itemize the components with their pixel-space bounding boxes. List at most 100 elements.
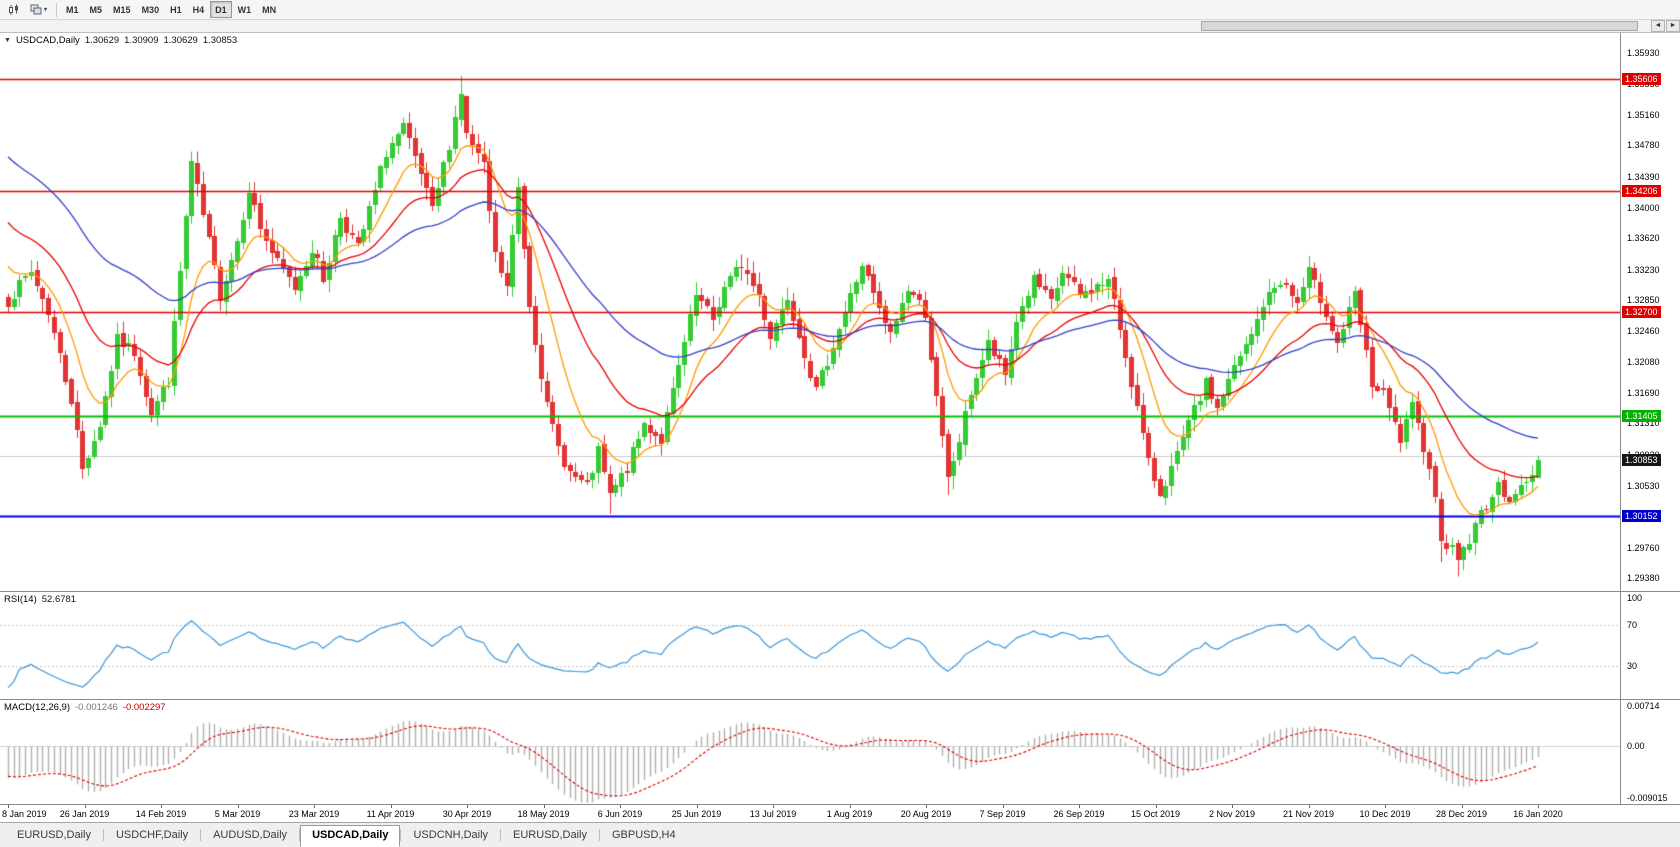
price-axis-tick: 1.32850 [1627, 294, 1660, 305]
chart-symbol: USDCAD,Daily [15, 35, 80, 46]
date-tick-mark [620, 805, 621, 808]
timeframe-mn[interactable]: MN [257, 1, 281, 18]
price-badge-resistance-1: 1.35606 [1622, 73, 1661, 86]
chart-tab-audusd-daily[interactable]: AUDUSD,Daily [213, 829, 288, 841]
date-tick-mark [1385, 805, 1386, 808]
scroll-left-icon[interactable]: ◄ [1651, 20, 1665, 32]
tab-separator [102, 829, 104, 841]
candlestick-glyph [9, 4, 18, 15]
date-axis-label: 5 Mar 2019 [214, 809, 261, 819]
ohlc-open: 1.30629 [84, 35, 120, 46]
tab-separator [200, 829, 202, 841]
date-tick-mark [238, 805, 239, 808]
price-axis-tick: 1.31690 [1627, 387, 1660, 398]
price-axis-tick: 1.34000 [1627, 202, 1660, 213]
price-axis-tick: 1.29760 [1627, 542, 1660, 553]
chart-tab-usdcad-daily[interactable]: USDCAD,Daily [300, 825, 401, 847]
date-axis-label: 11 Apr 2019 [366, 809, 415, 819]
date-tick-mark [467, 805, 468, 808]
timeframe-d1[interactable]: D1 [210, 1, 232, 18]
date-tick-mark [1462, 805, 1463, 808]
timeframe-m1[interactable]: M1 [61, 1, 84, 18]
timeframe-m30[interactable]: M30 [137, 1, 165, 18]
price-axis-tick: 1.29380 [1627, 573, 1660, 584]
price-axis-tick: 1.35930 [1627, 48, 1660, 59]
ohlc-high: 1.30909 [124, 35, 159, 46]
date-axis-label: 18 May 2019 [517, 809, 570, 819]
timeframe-h1[interactable]: H1 [165, 1, 187, 18]
macd-signal-value: -0.002297 [122, 702, 166, 713]
date-axis-label: 13 Jul 2019 [749, 809, 797, 819]
chart-tab-eurusd-daily[interactable]: EURUSD,Daily [513, 829, 587, 841]
dropdown-arrow-icon: ▾ [44, 7, 48, 13]
date-axis-label: 1 Aug 2019 [826, 809, 873, 819]
chart-tab-eurusd-daily[interactable]: EURUSD,Daily [17, 829, 91, 841]
date-tick-mark [1309, 805, 1310, 808]
timeframe-m15[interactable]: M15 [108, 1, 136, 18]
toolbar: ▾ M1 M5 M15 M30 H1 H4 D1 W1 MN [0, 0, 1680, 20]
macd-main-value: -0.001246 [75, 702, 118, 713]
date-axis-label: 20 Aug 2019 [900, 809, 952, 819]
symbol-dropdown-icon[interactable]: ▼ [4, 37, 11, 44]
date-tick-mark [1232, 805, 1233, 808]
macd-axis-tick: 0.00 [1627, 741, 1645, 752]
macd-canvas[interactable] [0, 700, 1620, 804]
price-axis-tick: 1.35160 [1627, 109, 1660, 120]
date-axis-label: 26 Sep 2019 [1053, 809, 1105, 819]
chart-candles-icon[interactable] [3, 1, 25, 18]
date-axis-label: 25 Jun 2019 [671, 809, 722, 819]
objects-layers-icon[interactable]: ▾ [25, 1, 52, 18]
price-axis-tick: 1.33230 [1627, 264, 1660, 275]
rsi-canvas[interactable] [0, 592, 1620, 699]
date-tick-mark [1003, 805, 1004, 808]
date-tick-mark [161, 805, 162, 808]
date-axis-label: 30 Apr 2019 [442, 809, 492, 819]
macd-pane: MACD(12,26,9) -0.001246 -0.002297 0.0071… [0, 699, 1680, 804]
timeframe-m5[interactable]: M5 [85, 1, 108, 18]
macd-axis-border [1620, 700, 1621, 804]
tab-separator [400, 829, 402, 841]
date-axis-label: 15 Oct 2019 [1130, 809, 1181, 819]
price-badge-resistance-3: 1.32700 [1622, 306, 1661, 318]
date-axis-label: 23 Mar 2019 [288, 809, 340, 819]
date-tick-mark [1079, 805, 1080, 808]
date-axis-label: 28 Dec 2019 [1435, 809, 1488, 819]
hscrollbar-thumb[interactable] [1201, 21, 1638, 31]
price-axis-tick: 1.32080 [1627, 356, 1660, 367]
price-axis-border [1620, 33, 1621, 591]
chart-tab-usdchf-daily[interactable]: USDCHF,Daily [115, 829, 189, 841]
tab-separator [500, 829, 502, 841]
layers-glyph [30, 4, 42, 15]
date-axis-label: 26 Jan 2019 [59, 809, 110, 819]
tab-separator [299, 829, 301, 841]
date-tick-mark [850, 805, 851, 808]
price-axis-tick: 1.34390 [1627, 171, 1660, 182]
rsi-axis-tick: 70 [1627, 620, 1638, 631]
date-tick-mark [697, 805, 698, 808]
chart-tab-bar: EURUSD,Daily USDCHF,Daily AUDUSD,Daily USDC… [0, 822, 1680, 847]
date-tick-mark [85, 805, 86, 808]
date-axis-label: 21 Nov 2019 [1282, 809, 1335, 819]
chart-tab-gbpusd-h4[interactable]: GBPUSD,H4 [612, 829, 676, 841]
timeframe-h4[interactable]: H4 [188, 1, 210, 18]
ohlc-close: 1.30853 [202, 35, 238, 46]
scroll-right-icon[interactable]: ► [1666, 20, 1680, 32]
date-tick-mark [544, 805, 545, 808]
rsi-label: RSI(14) 52.6781 [4, 594, 76, 605]
macd-indicator-name: MACD(12,26,9) [4, 702, 70, 713]
date-axis-label: 7 Sep 2019 [979, 809, 1026, 819]
main-chart-canvas[interactable] [0, 33, 1620, 591]
rsi-axis-border [1620, 592, 1621, 699]
chart-tab-usdcnh-daily[interactable]: USDCNH,Daily [413, 829, 489, 841]
date-tick-mark [314, 805, 315, 808]
timeframe-w1[interactable]: W1 [233, 1, 257, 18]
macd-axis-tick: 0.00714 [1627, 701, 1660, 711]
price-badge-support-blue: 1.30152 [1622, 510, 1661, 523]
rsi-value: 52.6781 [41, 594, 77, 605]
date-tick-mark [391, 805, 392, 808]
date-tick-mark [8, 805, 9, 808]
date-axis-label: 8 Jan 2019 [2, 809, 47, 819]
date-axis-label: 10 Dec 2019 [1359, 809, 1411, 819]
chart-hscrollbar[interactable]: ◄ ► [0, 20, 1680, 33]
date-axis-label: 6 Jun 2019 [597, 809, 643, 819]
